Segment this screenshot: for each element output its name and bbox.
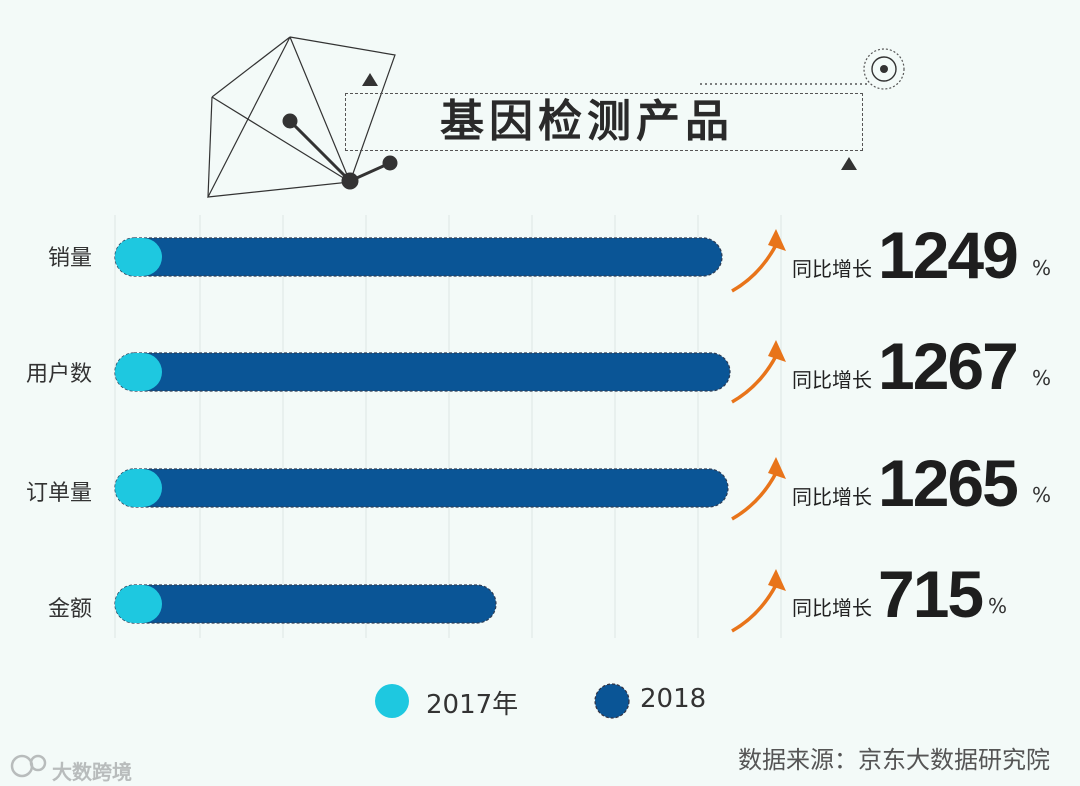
growth-arrow-icon [731,229,786,293]
growth-value: 715 [878,557,984,631]
legend-marker-2018 [594,683,630,719]
bar-2017 [115,469,162,507]
growth-label: 同比增长 [792,257,872,281]
category-label: 订单量 [25,481,92,506]
triangle-icon [362,73,378,86]
watermark: 大数跨境 [52,760,132,784]
triangle-icon [841,157,857,170]
bar-2017 [115,238,162,276]
growth-label: 同比增长 [792,485,872,509]
legend-label-2018: 2018 [640,684,707,714]
legend-marker-2017 [375,684,409,718]
watermark-logo [10,754,47,778]
growth-value: 1267 [878,329,1019,403]
bar-2018 [114,237,723,277]
growth-label: 同比增长 [792,368,872,392]
growth-label: 同比增长 [792,596,872,620]
bar-2017 [115,585,162,623]
bar-2017 [115,353,162,391]
legend-label-2017: 2017年 [426,690,519,720]
decoration-nodes [282,113,398,190]
category-label: 用户数 [25,362,92,387]
growth-value: 1265 [878,446,1019,520]
growth-arrow-icon [731,457,786,521]
bar-2018 [114,584,497,624]
growth-arrow-icon [731,569,786,633]
decoration-geometry [206,36,396,198]
legend-markers [375,683,630,719]
growth-unit: % [988,594,1008,618]
title-frame [345,93,863,151]
category-label: 销量 [47,246,92,271]
growth-arrow-icon [731,340,786,404]
source-note: 数据来源：京东大数据研究院 [738,746,1050,774]
bar-2018 [114,352,731,392]
category-label: 金额 [47,597,92,622]
growth-unit: % [1032,483,1052,507]
bar-2018 [114,468,729,508]
growth-unit: % [1032,256,1052,280]
target-icon [863,48,905,90]
grid-lines [114,215,782,638]
growth-arrows [731,229,786,633]
growth-unit: % [1032,366,1052,390]
growth-value: 1249 [878,218,1019,292]
bars [114,237,731,624]
chart-title: 基因检测产品 [440,96,734,147]
